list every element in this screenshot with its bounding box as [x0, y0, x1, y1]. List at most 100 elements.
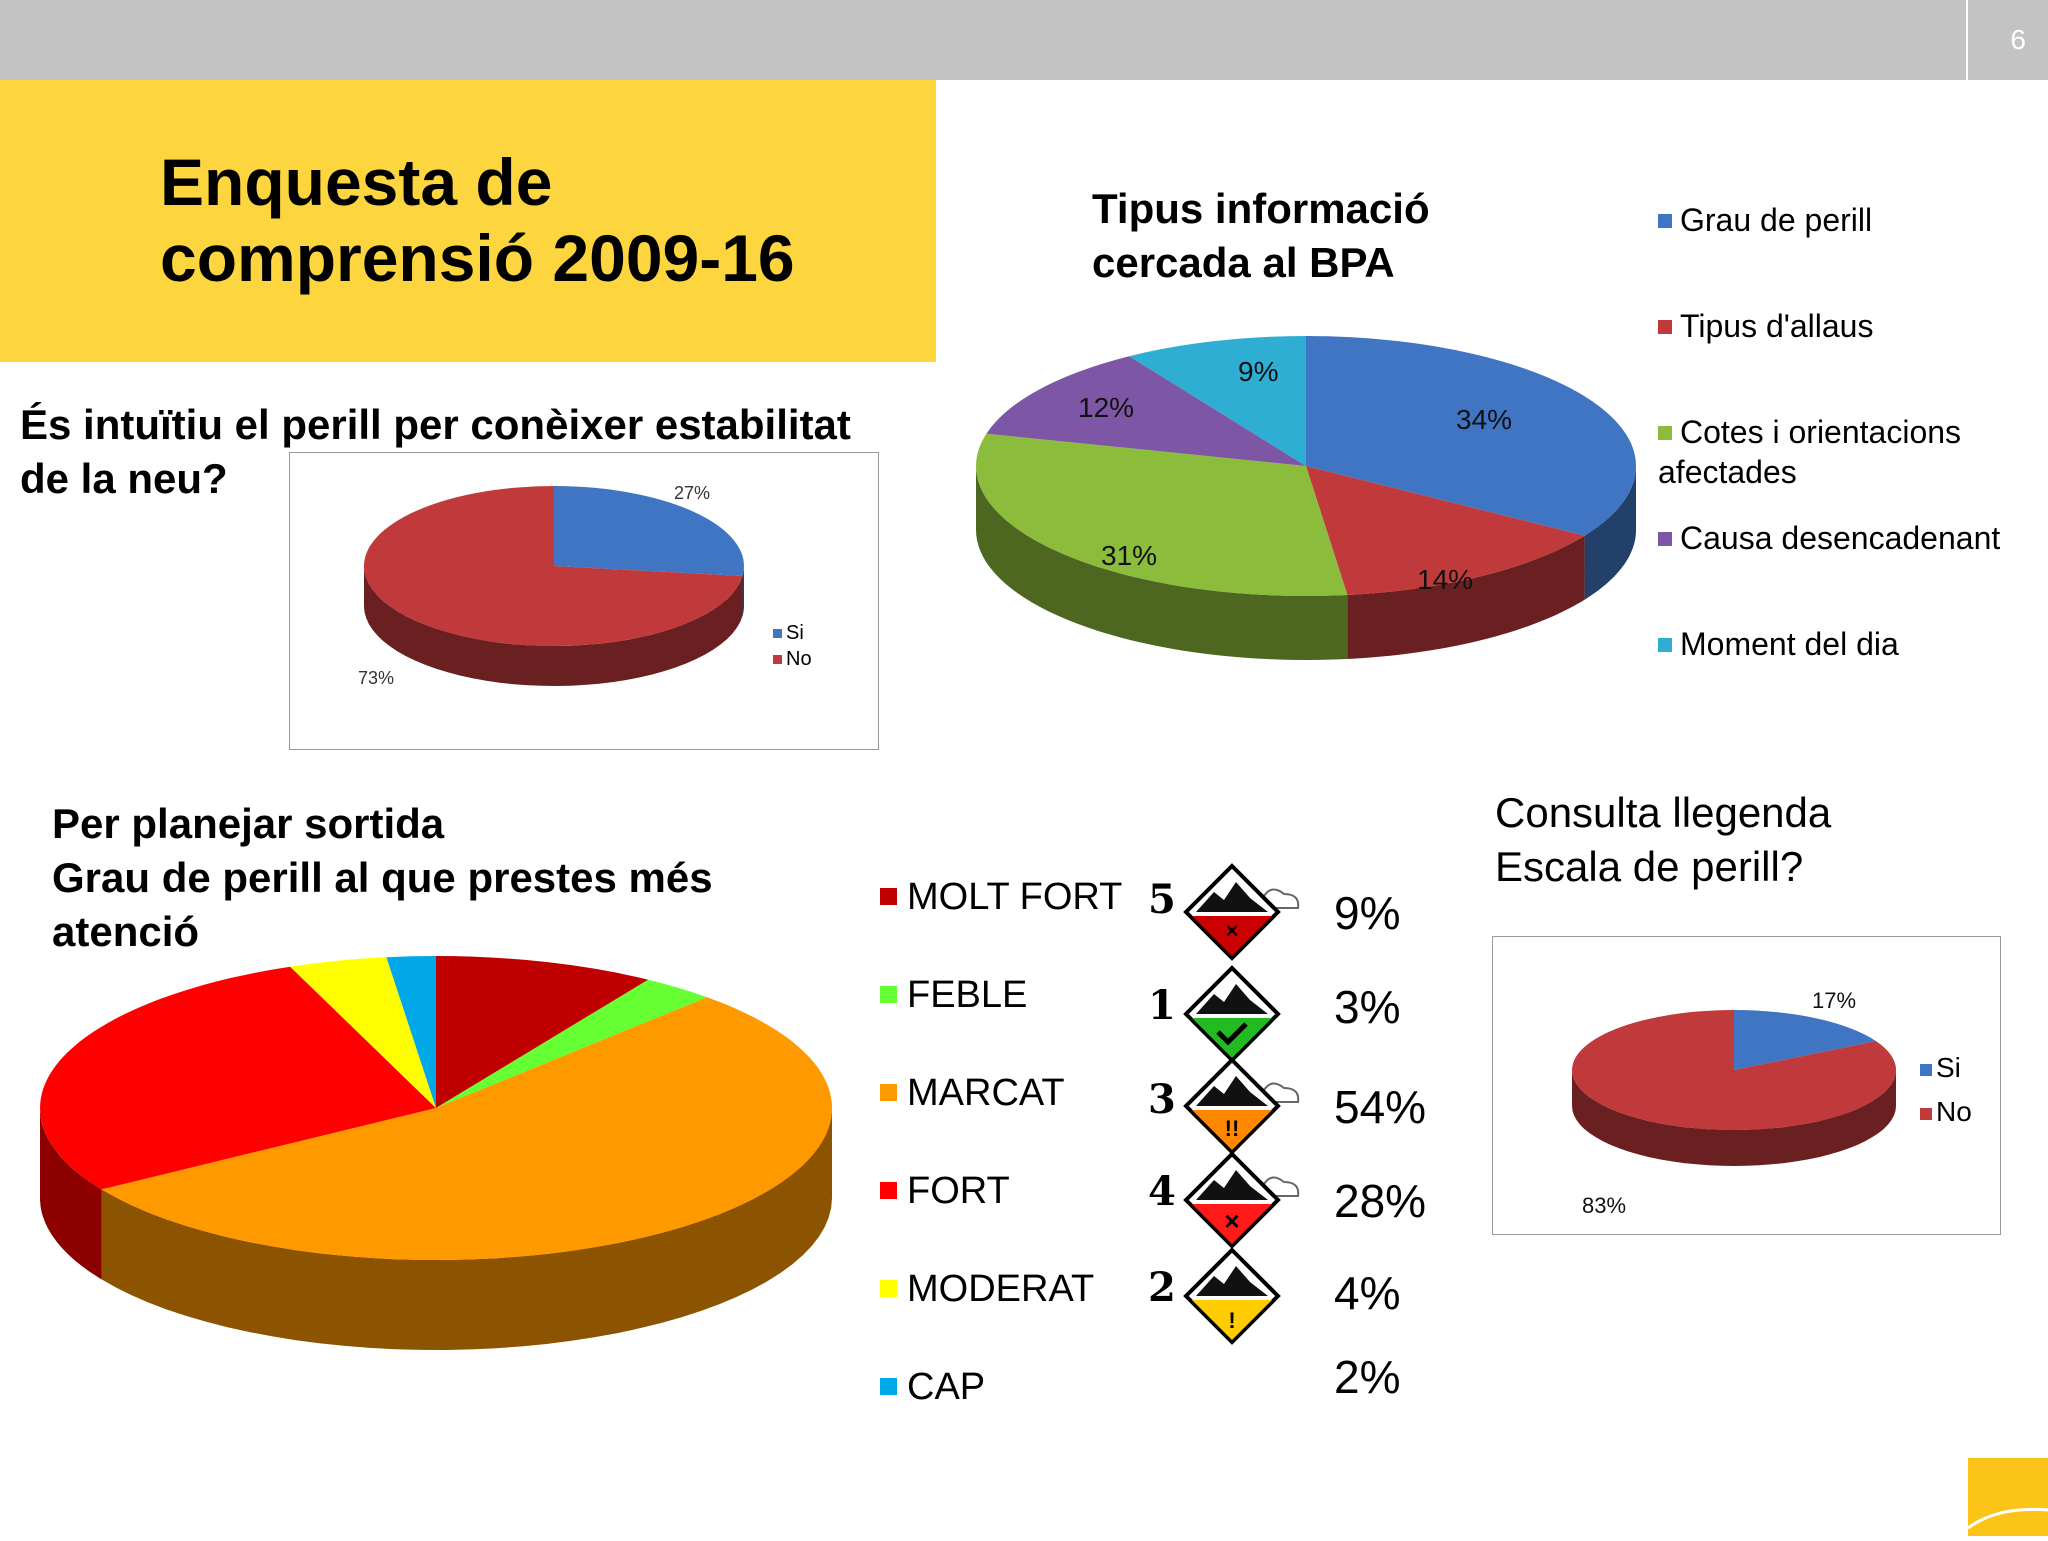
- title-line-1: Enquesta de: [160, 145, 553, 219]
- legend-swatch: [880, 1378, 897, 1395]
- pie-slice-4: [1129, 336, 1306, 466]
- pie-side-2: [976, 466, 1348, 660]
- chart-1-legend: Si No: [773, 620, 812, 672]
- legend-label: MOLT FORT: [907, 876, 1123, 918]
- chart-4-label-si: 17%: [1812, 988, 1857, 1013]
- pie-slice-1: [1306, 466, 1585, 595]
- legend-cap: CAP: [880, 1366, 985, 1409]
- chart-4-legend-no: No: [1920, 1090, 1972, 1134]
- chart-4-label-no: 83%: [1582, 1193, 1627, 1218]
- legend-swatch: [880, 1280, 897, 1297]
- legend-swatch: [773, 629, 782, 638]
- legend-label: Si: [786, 622, 804, 644]
- legend-swatch: [1658, 320, 1672, 334]
- danger-level-5: 5: [1148, 876, 1176, 923]
- chart-1-legend-no: No: [773, 646, 812, 672]
- pie-slice-2: [101, 997, 833, 1261]
- slide-number-box: 6: [1966, 0, 2048, 80]
- pie-side-2: [101, 1108, 833, 1350]
- pie-side-1: [364, 566, 743, 686]
- legend-swatch: [1920, 1108, 1932, 1120]
- pie-side-1: [1572, 1070, 1896, 1166]
- corner-logo: [1967, 1458, 2048, 1536]
- chart-2-legend-causa: Causa desencadenant: [1658, 518, 2000, 558]
- legend-fort: FORT: [880, 1170, 1010, 1213]
- chart-1-label-no: 73%: [358, 668, 395, 688]
- legend-swatch: [1920, 1064, 1932, 1076]
- legend-swatch: [880, 888, 897, 905]
- danger-level-4: 4: [1148, 1168, 1176, 1215]
- danger-5-icon: ×: [1183, 863, 1300, 961]
- pie-slice-1: [1572, 1010, 1897, 1131]
- chart-2-legend-grau: Grau de perill: [1658, 200, 1872, 240]
- chart-2-label-moment: 9%: [1238, 356, 1279, 387]
- legend-label: Causa desencadenant: [1680, 520, 2001, 556]
- question-1-line-1: És intuïtiu el perill per conèixer estab…: [20, 401, 851, 448]
- danger-level-3: 3: [1148, 1076, 1176, 1123]
- pie-slice-1: [363, 486, 743, 646]
- slide-number: 6: [2010, 24, 2026, 55]
- legend-label: No: [786, 648, 812, 670]
- chart-2-label-tipus: 14%: [1417, 564, 1474, 595]
- danger-2-icon: !: [1183, 1247, 1281, 1345]
- chart-1-label-si: 27%: [674, 483, 711, 503]
- legend-swatch: [1658, 532, 1672, 546]
- legend-feble: FEBLE: [880, 974, 1027, 1017]
- pie-slice-1: [436, 979, 708, 1108]
- legend-swatch: [1658, 214, 1672, 228]
- question-1: És intuïtiu el perill per conèixer estab…: [20, 398, 851, 506]
- pie-slice-0: [554, 486, 744, 576]
- pie-slice-0: [1306, 336, 1637, 536]
- chart-3-pct-marcat: 54%: [1334, 1081, 1427, 1133]
- question-3-line-1: Per planejar sortida: [52, 800, 445, 847]
- chart-3-pct-feble: 3%: [1334, 981, 1401, 1033]
- chart-3-pct-fort: 28%: [1334, 1175, 1427, 1227]
- svg-text:×: ×: [1224, 1206, 1239, 1236]
- legend-label: CAP: [907, 1366, 986, 1408]
- chart-3-pct-moderat: 4%: [1334, 1267, 1401, 1319]
- chart-2-label-cotes: 31%: [1101, 540, 1158, 571]
- question-2-line-2: cercada al BPA: [1092, 239, 1395, 286]
- pie-slice-0: [1734, 1009, 1876, 1070]
- pie-side-0: [742, 566, 744, 616]
- chart-4-legend-si: Si: [1920, 1046, 1972, 1090]
- corner-logo-icon: [1967, 1507, 2048, 1530]
- danger-level-1: 1: [1148, 982, 1176, 1029]
- legend-label: MARCAT: [907, 1072, 1065, 1114]
- question-1-line-2: de la neu?: [20, 455, 228, 502]
- legend-moderat: MODERAT: [880, 1268, 1094, 1311]
- chart-2-legend-tipus: Tipus d'allaus: [1658, 306, 1873, 346]
- question-4-line-1: Consulta llegenda: [1495, 789, 1832, 836]
- pie-side-0: [1584, 466, 1636, 600]
- chart-2-label-grau: 34%: [1456, 404, 1513, 435]
- page-title: Enquesta de comprensió 2009-16: [160, 144, 920, 296]
- legend-label: No: [1936, 1096, 1972, 1127]
- pie-side-1: [1347, 535, 1585, 659]
- legend-molt-fort: MOLT FORT: [880, 876, 1122, 919]
- question-2-line-1: Tipus informació: [1092, 185, 1430, 232]
- pie-side-3: [40, 1108, 102, 1280]
- question-4-line-2: Escala de perill?: [1495, 843, 1804, 890]
- pie-slice-3: [40, 966, 437, 1190]
- chart-3-pct-cap: 2%: [1334, 1351, 1401, 1403]
- legend-swatch: [1658, 426, 1672, 440]
- svg-text:!!: !!: [1225, 1116, 1240, 1141]
- question-3: Per planejar sortida Grau de perill al q…: [52, 797, 713, 959]
- danger-1-icon: [1183, 965, 1281, 1063]
- title-line-2: comprensió 2009-16: [160, 221, 795, 295]
- legend-label: FORT: [907, 1170, 1010, 1212]
- legend-label: Tipus d'allaus: [1680, 308, 1874, 344]
- legend-marcat: MARCAT: [880, 1072, 1065, 1115]
- legend-swatch: [773, 655, 782, 664]
- svg-text:!: !: [1228, 1308, 1235, 1333]
- chart-1-legend-si: Si: [773, 620, 812, 646]
- question-2: Tipus informació cercada al BPA: [1092, 182, 1430, 290]
- legend-label: MODERAT: [907, 1268, 1095, 1310]
- question-3-line-2: Grau de perill al que prestes més: [52, 854, 713, 901]
- question-3-line-3: atenció: [52, 908, 200, 955]
- chart-4-legend: Si No: [1920, 1046, 1972, 1134]
